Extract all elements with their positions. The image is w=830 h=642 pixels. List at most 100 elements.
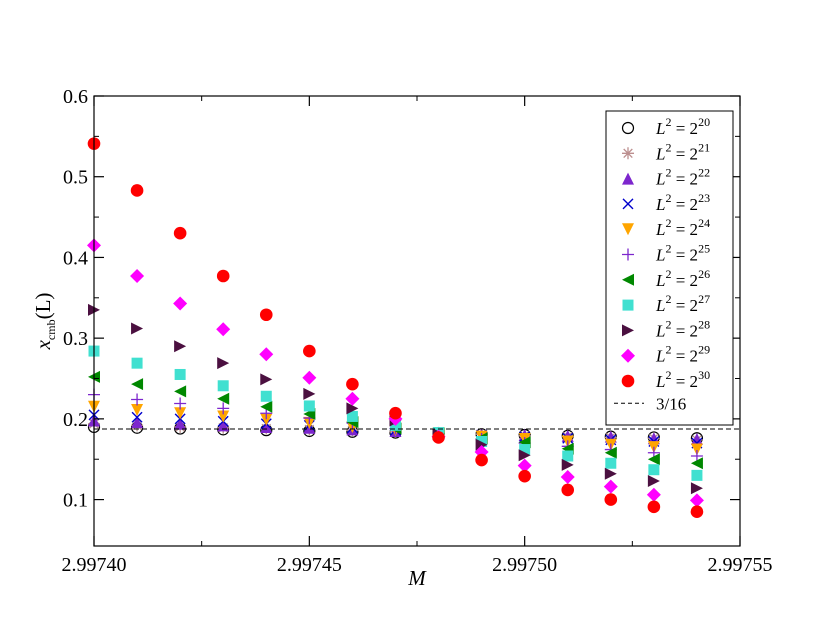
legend-label-30: L2 = 230 xyxy=(655,368,710,391)
data-point xyxy=(691,469,703,481)
data-point xyxy=(475,438,488,451)
data-point xyxy=(130,269,145,283)
legend-label-21: L2 = 221 xyxy=(655,140,710,163)
y-axis-label: xcmb(L) xyxy=(31,293,58,351)
data-point xyxy=(646,487,661,502)
legend-marker-26 xyxy=(622,273,634,286)
data-point xyxy=(690,450,703,462)
legend-box xyxy=(605,110,734,426)
x-tick-label: 2.99755 xyxy=(708,554,773,576)
data-point xyxy=(562,450,574,462)
data-point xyxy=(174,368,186,380)
data-point xyxy=(131,322,144,335)
data-point xyxy=(260,373,273,386)
data-point xyxy=(604,493,618,506)
data-point xyxy=(690,443,703,456)
data-point xyxy=(346,377,359,391)
data-point xyxy=(131,357,143,369)
data-point xyxy=(173,296,188,311)
legend-marker-22 xyxy=(622,172,634,185)
data-point xyxy=(518,469,531,483)
legend-marker-29 xyxy=(621,348,635,363)
y-tick-label: 0.6 xyxy=(63,86,88,108)
data-point xyxy=(260,390,272,402)
data-point xyxy=(303,344,316,358)
legend-marker-28 xyxy=(622,324,634,337)
legend-marker-23 xyxy=(622,198,634,210)
data-point xyxy=(346,410,358,422)
data-point xyxy=(217,392,230,405)
data-point xyxy=(302,370,317,385)
series-30 xyxy=(87,137,704,518)
data-point xyxy=(130,184,144,197)
y-tick-label: 0.1 xyxy=(63,490,88,512)
svg-text:xcmb(L): xcmb(L) xyxy=(31,293,58,351)
data-point xyxy=(217,357,230,370)
data-point xyxy=(259,308,273,322)
axes-layer: 2.99740 2.99745 2.99750 2.99755 0.1 0.2 0.3 0.4… xyxy=(62,86,773,576)
x-tick-label: 2.99750 xyxy=(492,554,557,576)
data-point xyxy=(604,467,617,480)
data-point xyxy=(174,407,187,420)
legend-marker-30 xyxy=(621,374,635,388)
data-point xyxy=(518,449,531,462)
data-point xyxy=(259,347,274,362)
legend-label-20: L2 = 220 xyxy=(655,115,710,138)
y-tick-label: 0.2 xyxy=(63,409,88,431)
legend-label-29: L2 = 229 xyxy=(655,343,710,366)
data-point xyxy=(690,457,703,470)
data-point xyxy=(174,340,187,353)
data-point xyxy=(260,413,273,426)
data-point xyxy=(346,402,359,415)
data-point xyxy=(647,453,660,466)
data-point xyxy=(174,385,187,398)
data-point xyxy=(690,433,703,446)
legend-marker-20 xyxy=(621,121,635,135)
data-point xyxy=(475,453,488,467)
legend-label-24: L2 = 224 xyxy=(655,216,710,239)
data-point xyxy=(260,400,273,413)
data-point xyxy=(605,457,617,469)
y-axis-label-paren: (L) xyxy=(31,293,55,320)
legend-label-28: L2 = 228 xyxy=(655,317,710,340)
data-point xyxy=(604,446,617,459)
data-point xyxy=(303,387,316,400)
data-point xyxy=(216,269,230,283)
x-tick-label: 2.99740 xyxy=(62,554,127,576)
marks-layer xyxy=(87,137,704,518)
legend-marker-24 xyxy=(622,223,634,236)
y-tick-label: 0.3 xyxy=(63,328,88,350)
y-axis-label-sub: cmb xyxy=(44,319,58,340)
data-point xyxy=(647,500,661,514)
legend-label-reference: 3/16 xyxy=(656,394,686,413)
data-point xyxy=(217,410,230,423)
data-point xyxy=(173,226,187,240)
data-point xyxy=(560,469,575,484)
data-point xyxy=(517,458,532,473)
legend-marker-27 xyxy=(622,299,634,311)
data-point xyxy=(260,420,273,433)
data-point xyxy=(217,402,230,415)
legend-label-22: L2 = 222 xyxy=(655,166,710,189)
data-point xyxy=(647,475,660,488)
data-point xyxy=(174,397,187,410)
data-point xyxy=(131,403,144,416)
data-point xyxy=(131,416,144,429)
data-point xyxy=(303,400,315,412)
legend-label-23: L2 = 223 xyxy=(655,191,710,214)
data-point xyxy=(476,435,488,447)
legend-marker-21 xyxy=(622,147,634,160)
data-point xyxy=(519,444,531,456)
x-tick-label: 2.99745 xyxy=(277,554,342,576)
data-point xyxy=(561,483,575,497)
data-point xyxy=(131,378,144,391)
data-point xyxy=(131,411,143,423)
data-point xyxy=(216,322,231,337)
data-point xyxy=(689,493,704,508)
legend-label-27: L2 = 227 xyxy=(655,292,710,315)
data-point xyxy=(432,431,445,444)
data-point xyxy=(345,391,360,406)
data-point xyxy=(690,482,703,495)
